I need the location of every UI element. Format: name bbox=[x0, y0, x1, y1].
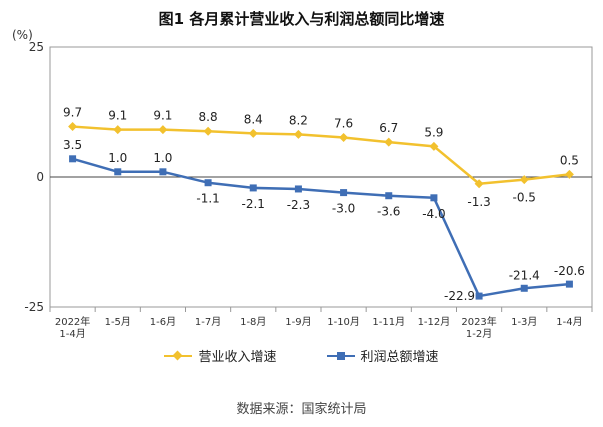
revenue-data-label: 6.7 bbox=[379, 121, 398, 135]
series-0-point bbox=[429, 141, 439, 151]
profit-data-label: -1.1 bbox=[196, 192, 219, 206]
series-1-point bbox=[249, 184, 257, 192]
legend-item-profit: 利润总额增速 bbox=[326, 346, 439, 365]
series-1-point bbox=[475, 292, 483, 300]
series-line-1 bbox=[72, 157, 570, 298]
revenue-data-label: 9.1 bbox=[108, 109, 127, 123]
profit-data-label: -21.4 bbox=[509, 268, 540, 282]
revenue-data-label: 0.5 bbox=[560, 153, 579, 167]
revenue-data-label: -1.3 bbox=[467, 195, 490, 209]
series-0-point bbox=[248, 128, 258, 138]
profit-data-label: -2.1 bbox=[242, 197, 265, 211]
legend-profit-label: 利润总额增速 bbox=[360, 350, 439, 365]
data-source: 数据来源：国家统计局 bbox=[236, 402, 367, 417]
revenue-data-label: -0.5 bbox=[513, 191, 536, 205]
series-1-point bbox=[204, 179, 212, 187]
series-1-point bbox=[430, 194, 438, 202]
legend-revenue-label: 营业收入增速 bbox=[198, 350, 277, 365]
series-1-point bbox=[340, 189, 348, 197]
legend: 营业收入增速 利润总额增速 bbox=[0, 346, 603, 365]
series-0-point bbox=[158, 125, 168, 135]
series-1-point bbox=[294, 185, 302, 193]
y-tick-label: 0 bbox=[36, 170, 44, 184]
series-1-point bbox=[69, 155, 77, 163]
legend-revenue-swatch bbox=[164, 350, 193, 361]
profit-data-label: -22.9 bbox=[444, 289, 475, 303]
y-tick-label: 25 bbox=[29, 40, 44, 54]
x-tick-label: 1-11月 bbox=[372, 316, 405, 328]
x-tick-label: 1-4月 bbox=[59, 328, 85, 340]
x-tick-label: 2022年 bbox=[55, 315, 90, 328]
x-tick-label: 1-7月 bbox=[195, 316, 221, 328]
x-tick-label: 2023年 bbox=[461, 315, 496, 328]
series-line-0 bbox=[72, 125, 570, 186]
y-tick-label: -25 bbox=[24, 300, 44, 314]
profit-data-label: 1.0 bbox=[108, 151, 127, 165]
revenue-data-label: 9.7 bbox=[63, 106, 82, 120]
x-tick-label: 1-3月 bbox=[511, 316, 537, 328]
series-0-point bbox=[113, 125, 123, 135]
y-axis-unit: (%) bbox=[12, 28, 33, 42]
series-1-point bbox=[114, 168, 122, 176]
x-tick-label: 1-5月 bbox=[105, 316, 131, 328]
series-0-point bbox=[68, 122, 78, 132]
legend-profit-swatch bbox=[326, 351, 355, 360]
series-0-point bbox=[203, 126, 213, 136]
chart-title: 图1 各月累计营业收入与利润总额同比增速 bbox=[158, 10, 445, 28]
x-tick-label: 1-2月 bbox=[466, 328, 492, 340]
series-0-point bbox=[339, 132, 349, 142]
x-tick-label: 1-4月 bbox=[556, 316, 582, 328]
profit-data-label: -2.3 bbox=[287, 198, 310, 212]
series-0-point bbox=[474, 179, 484, 189]
profit-data-label: -4.0 bbox=[422, 207, 445, 221]
series-0-point bbox=[519, 175, 529, 185]
x-tick-label: 1-12月 bbox=[418, 316, 451, 328]
revenue-data-label: 9.1 bbox=[153, 109, 172, 123]
series-1-point bbox=[159, 168, 167, 176]
x-tick-label: 1-6月 bbox=[150, 316, 176, 328]
legend-item-revenue: 营业收入增速 bbox=[164, 346, 277, 365]
revenue-data-label: 8.8 bbox=[199, 110, 218, 124]
revenue-data-label: 7.6 bbox=[334, 116, 353, 130]
profit-data-label: 3.5 bbox=[63, 138, 82, 152]
series-0-point bbox=[564, 169, 574, 179]
series-1-point bbox=[565, 280, 573, 288]
profit-data-label: -3.0 bbox=[332, 202, 355, 216]
x-tick-label: 1-8月 bbox=[240, 316, 266, 328]
revenue-data-label: 8.2 bbox=[289, 113, 308, 127]
series-1-point bbox=[385, 192, 393, 200]
revenue-data-label: 5.9 bbox=[424, 125, 443, 139]
profit-data-label: -3.6 bbox=[377, 205, 400, 219]
series-0-point bbox=[384, 137, 394, 147]
series-1-point bbox=[520, 284, 528, 292]
profit-data-label: -20.6 bbox=[554, 264, 585, 278]
x-tick-label: 1-9月 bbox=[285, 316, 311, 328]
profit-data-label: 1.0 bbox=[153, 151, 172, 165]
revenue-data-label: 8.4 bbox=[244, 112, 263, 126]
series-0-point bbox=[293, 129, 303, 139]
x-tick-label: 1-10月 bbox=[327, 316, 360, 328]
